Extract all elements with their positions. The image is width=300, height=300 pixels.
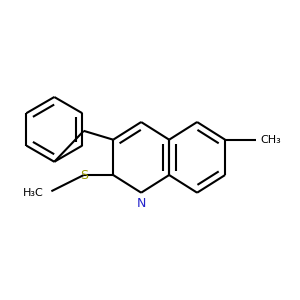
Text: CH₃: CH₃ (260, 135, 281, 145)
Text: S: S (80, 169, 88, 182)
Text: H₃C: H₃C (23, 188, 44, 198)
Text: N: N (136, 197, 146, 210)
